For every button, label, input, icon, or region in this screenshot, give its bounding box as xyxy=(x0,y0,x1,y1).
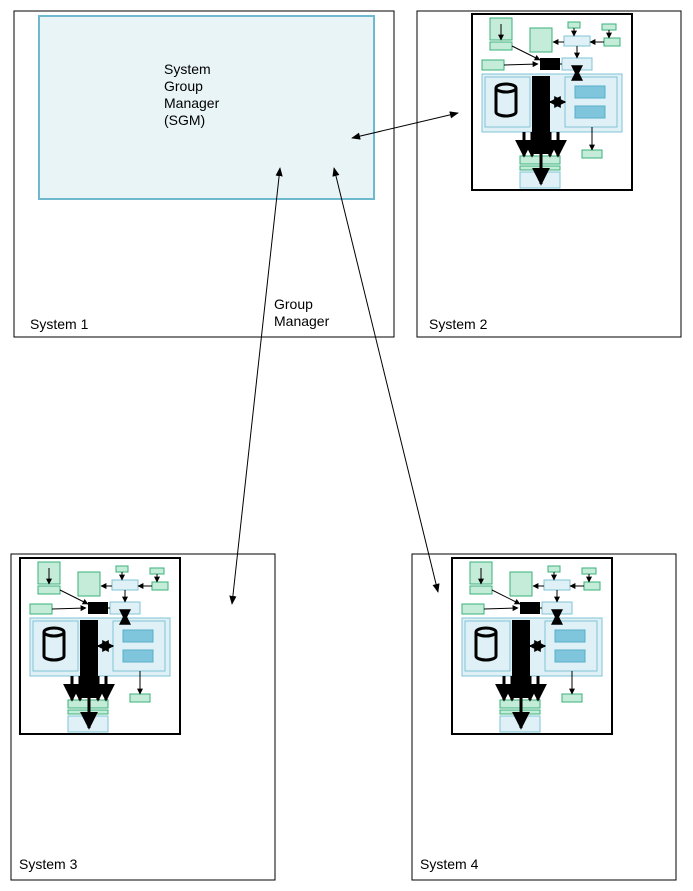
system-1-label: System 1 xyxy=(30,316,89,332)
system-4-label: System 4 xyxy=(420,856,479,872)
group-manager-label-line-2: Manager xyxy=(274,313,330,329)
group-manager-label-line-1: Group xyxy=(274,296,313,312)
system-2-group-manager-diagram xyxy=(472,14,632,190)
sgm-label-line-1: System xyxy=(164,61,211,77)
sgm-box: System Group Manager (SGM) xyxy=(38,15,375,200)
connection-sgm-system-2 xyxy=(351,111,459,140)
connection-sgm-system-4 xyxy=(332,167,440,593)
system-4-group-manager-diagram xyxy=(452,558,612,734)
sgm-label-line-4: (SGM) xyxy=(164,112,205,128)
system-4-box: System 4 xyxy=(411,553,677,881)
connection-sgm-system-3 xyxy=(229,167,283,605)
system-3-box: System 3 xyxy=(10,553,276,881)
system-2-box: System 2 xyxy=(416,10,682,338)
sgm-label-line-3: Manager xyxy=(164,95,220,111)
sgm-label-line-2: Group xyxy=(164,78,203,94)
system-2-label: System 2 xyxy=(429,316,488,332)
system-3-group-manager-diagram xyxy=(20,558,180,734)
system-3-label: System 3 xyxy=(19,856,78,872)
